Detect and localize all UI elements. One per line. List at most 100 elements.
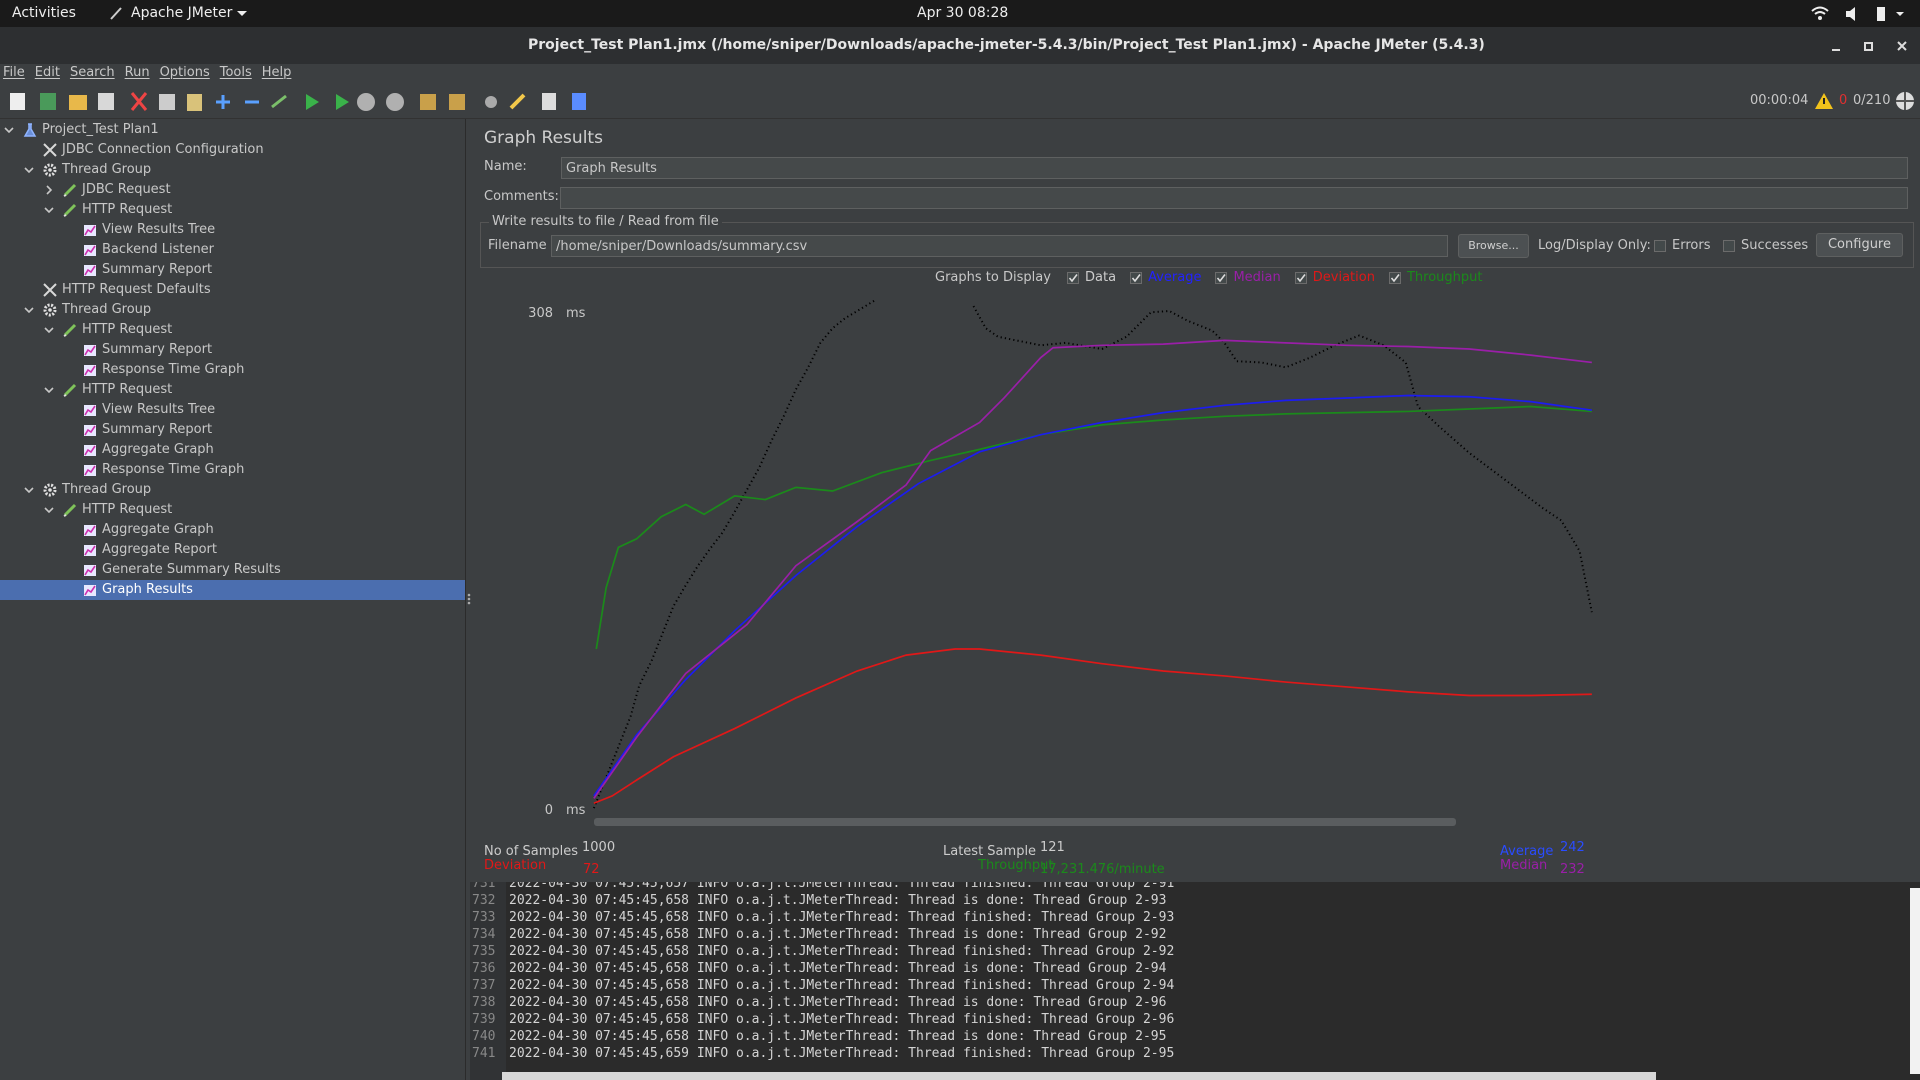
menu-item[interactable]: Run	[124, 65, 150, 80]
graph-toggle[interactable]: Average	[1130, 270, 1201, 285]
tree-icon-sampler	[63, 503, 77, 517]
menu-item[interactable]: Tools	[219, 65, 252, 80]
graph-toggle[interactable]: Data	[1067, 270, 1116, 285]
tree-label: Aggregate Graph	[102, 522, 214, 537]
activities[interactable]: Activities	[12, 5, 76, 21]
tree-node[interactable]: Thread Group	[0, 160, 465, 180]
tree-node[interactable]: Backend Listener	[0, 240, 465, 260]
app-menu[interactable]: Apache JMeter	[131, 5, 233, 21]
warning-icon[interactable]	[1814, 91, 1834, 111]
tree-node[interactable]: Aggregate Report	[0, 540, 465, 560]
tree-label: View Results Tree	[102, 222, 216, 237]
successes-option[interactable]: Successes	[1723, 238, 1808, 253]
menu-bar: File Edit Search Run Options Tools Help	[0, 64, 1920, 84]
browse-button[interactable]: Browse...	[1458, 234, 1529, 258]
tree-node[interactable]: Summary Report	[0, 420, 465, 440]
system-tray[interactable]	[1810, 5, 1910, 23]
stat-label: Latest Sample	[943, 844, 1037, 859]
log-line-text: 2022-04-30 07:45:45,658 INFO o.a.j.t.JMe…	[509, 893, 1167, 908]
log-display-label: Log/Display Only:	[1538, 238, 1651, 253]
menu-item[interactable]: Search	[69, 65, 115, 80]
tree-node[interactable]: Response Time Graph	[0, 360, 465, 380]
tree-node[interactable]: JDBC Connection Configuration	[0, 140, 465, 160]
graph-toggle[interactable]: Median	[1215, 270, 1281, 285]
toggle-checkbox[interactable]	[1215, 271, 1228, 284]
tree-toggle	[24, 167, 34, 174]
status-globe[interactable]	[1894, 90, 1916, 112]
filename-input[interactable]: /home/sniper/Downloads/summary.csv	[551, 235, 1448, 257]
tree-node[interactable]: View Results Tree	[0, 220, 465, 240]
window-title-bar: Project_Test Plan1.jmx (/home/sniper/Dow…	[0, 27, 1920, 64]
tree-node[interactable]: Generate Summary Results	[0, 560, 465, 580]
stat-value: 1000	[582, 840, 616, 855]
file-section-border	[480, 222, 1914, 268]
tree-label: View Results Tree	[102, 402, 216, 417]
clock[interactable]: Apr 30 08:28	[917, 5, 1009, 21]
graph-toggles: Graphs to Display Data Average Median Devia…	[935, 270, 1496, 285]
tree-label: HTTP Request	[82, 322, 173, 337]
tree-node[interactable]: Response Time Graph	[0, 460, 465, 480]
name-input[interactable]: Graph Results	[561, 157, 1908, 179]
log-horizontal-scrollbar[interactable]	[502, 1072, 1656, 1080]
toggle-checkbox[interactable]	[1067, 271, 1080, 284]
log-line-number: 735	[472, 944, 496, 959]
tree-label: Backend Listener	[102, 242, 215, 257]
graph-toggle[interactable]: Deviation	[1294, 270, 1375, 285]
tree-node[interactable]: Thread Group	[0, 480, 465, 500]
errors-option[interactable]: Errors	[1654, 238, 1710, 253]
configure-button[interactable]: Configure	[1816, 233, 1903, 257]
toggle-checkbox[interactable]	[1388, 271, 1401, 284]
log-line-text: 2022-04-30 07:45:45,657 INFO o.a.j.t.JMe…	[509, 882, 1175, 891]
test-plan-tree: Project_Test Plan1 JDBC Connection Config…	[0, 119, 466, 1080]
elapsed-time: 00:00:04	[1750, 93, 1809, 108]
tree-icon-sampler	[63, 203, 77, 217]
tree-icon-listener	[84, 565, 96, 576]
tree-icon-thread-group	[43, 483, 57, 497]
tree-label: Aggregate Graph	[102, 442, 214, 457]
comments-input[interactable]	[560, 187, 1908, 209]
tree-label: Response Time Graph	[102, 362, 245, 377]
graph-scrollbar[interactable]	[594, 818, 1456, 826]
window-controls[interactable]	[1824, 37, 1914, 55]
toggle-checkbox[interactable]	[1130, 271, 1143, 284]
errors-checkbox[interactable]	[1654, 239, 1666, 252]
tree-node[interactable]: View Results Tree	[0, 400, 465, 420]
tree-node[interactable]: HTTP Request	[0, 380, 465, 400]
app-icon	[110, 7, 122, 20]
log-line-text: 2022-04-30 07:45:45,658 INFO o.a.j.t.JMe…	[509, 1012, 1175, 1027]
tree-node[interactable]: HTTP Request Defaults	[0, 280, 465, 300]
log-vertical-scrollbar[interactable]	[1910, 888, 1920, 1074]
toolbar-icons[interactable]	[6, 90, 606, 112]
menu-item[interactable]: Edit	[34, 65, 60, 80]
tree-toggle	[44, 207, 54, 214]
comments-label: Comments:	[484, 189, 559, 204]
log-viewer: 731 2022-04-30 07:45:45,657 INFO o.a.j.t.…	[470, 882, 1920, 1080]
tree-node[interactable]: HTTP Request	[0, 200, 465, 220]
tree-node[interactable]: Graph Results	[0, 580, 465, 600]
tree-icon-listener	[84, 265, 96, 276]
menu-item[interactable]: Help	[261, 65, 292, 80]
toggle-checkbox[interactable]	[1294, 271, 1307, 284]
check-mark	[1217, 273, 1227, 282]
log-line-number: 737	[472, 978, 496, 993]
tree-node[interactable]: Project_Test Plan1	[0, 120, 465, 140]
tree-node[interactable]: Aggregate Graph	[0, 520, 465, 540]
menu-item[interactable]: Options	[159, 65, 210, 80]
tree-node[interactable]: Summary Report	[0, 260, 465, 280]
tree-node[interactable]: JDBC Request	[0, 180, 465, 200]
log-line-text: 2022-04-30 07:45:45,658 INFO o.a.j.t.JMe…	[509, 927, 1167, 942]
name-label: Name:	[484, 159, 527, 174]
tree-node[interactable]: HTTP Request	[0, 320, 465, 340]
tree-node[interactable]: Summary Report	[0, 340, 465, 360]
tree-node[interactable]: Aggregate Graph	[0, 440, 465, 460]
tree-node[interactable]: Thread Group	[0, 300, 465, 320]
tree-node[interactable]: HTTP Request	[0, 500, 465, 520]
tree-label: Aggregate Report	[102, 542, 217, 557]
graph-toggle[interactable]: Throughput	[1388, 270, 1482, 285]
toggle-label: Deviation	[1312, 270, 1375, 285]
splitter-grip[interactable]	[466, 592, 472, 606]
successes-checkbox[interactable]	[1723, 239, 1735, 252]
menu-item[interactable]: File	[3, 65, 25, 80]
log-line-text: 2022-04-30 07:45:45,658 INFO o.a.j.t.JMe…	[509, 944, 1175, 959]
